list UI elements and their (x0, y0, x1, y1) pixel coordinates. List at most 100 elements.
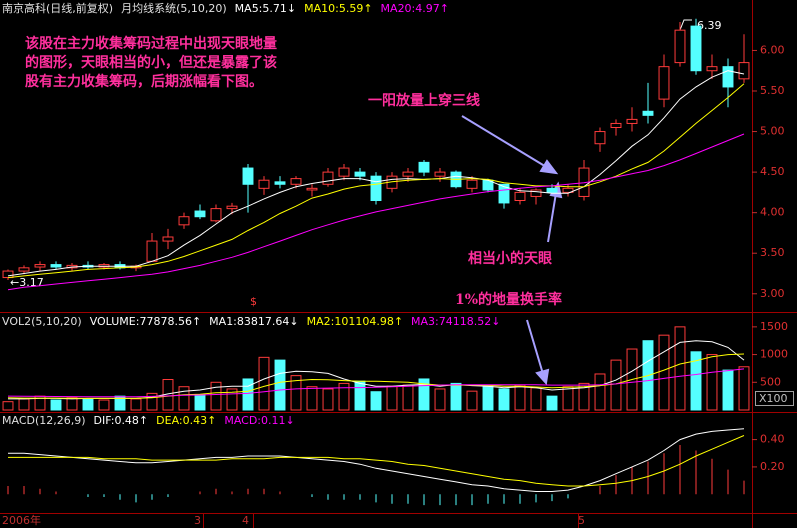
volume-bar (210, 381, 222, 411)
candle-body (2, 270, 14, 279)
line (7, 133, 745, 291)
candle-body (546, 187, 558, 193)
volume-bar (146, 392, 158, 411)
volume-bar (258, 356, 270, 411)
y-tick-label: 4.50 (760, 165, 785, 178)
candle-body (338, 167, 350, 177)
candle-body (562, 187, 574, 193)
unit-box (755, 391, 794, 406)
volume-bar (2, 401, 14, 411)
volume-bar (514, 384, 526, 411)
volume-bar (50, 399, 62, 411)
volume-bar (466, 390, 478, 411)
y-tick-label: 1000 (760, 348, 788, 361)
legend-entry: MA20:4.97↑ (381, 2, 449, 15)
candle-body (466, 179, 478, 189)
volume-bar (274, 359, 286, 411)
y-tick-label: 3.00 (760, 287, 785, 300)
legend-entry: MA2:101104.98↑ (307, 315, 403, 328)
note-line: 的图形，天眼相当的小，但还是暴露了该 (25, 54, 277, 71)
x-tick-label: 3 (194, 514, 201, 527)
legend-entry: VOL2(5,10,20) (2, 315, 82, 328)
y-tick-label: 0.40 (760, 433, 785, 446)
volume-bar (658, 334, 670, 411)
candle-body (34, 264, 46, 268)
candle-body (498, 183, 510, 204)
candle-body (258, 179, 270, 189)
marker: $ (250, 295, 257, 308)
legend-entry: MA5:5.71↓ (235, 2, 296, 15)
candle-body (642, 110, 654, 116)
volume-bar (130, 398, 142, 411)
volume-bar (450, 382, 462, 411)
line (7, 70, 745, 277)
volume-bar (370, 391, 382, 411)
candle-body (418, 161, 430, 173)
candle-body (610, 122, 622, 128)
candle-body (722, 66, 734, 88)
candle-body (514, 191, 526, 201)
volume-bar (194, 393, 206, 411)
y-tick-label: 6.00 (760, 43, 785, 56)
volume-bar (498, 388, 510, 411)
legend-entry: 月均线系统(5,10,20) (121, 1, 227, 15)
legend-entry: MA1:83817.64↓ (209, 315, 298, 328)
line (8, 428, 745, 492)
note-line: 股有主力收集筹码，后期涨幅看下图。 (25, 73, 263, 90)
volume-bar (594, 373, 606, 411)
volume-bar (178, 386, 190, 411)
volume-bar (434, 388, 446, 411)
volume-bar (338, 382, 350, 411)
volume-bar (690, 351, 702, 411)
volume-bar (738, 366, 750, 411)
legend-entry: DEA:0.43↑ (156, 414, 216, 427)
legend-entry: MACD(12,26,9) (2, 414, 86, 427)
line (7, 353, 745, 399)
volume-bar (322, 388, 334, 411)
volume-bar (354, 380, 366, 411)
volume-bar (226, 388, 238, 411)
candle-body (306, 187, 318, 191)
volume-bar (82, 398, 94, 411)
candle-body (322, 171, 334, 185)
x-tick-label: 2006年 (2, 513, 41, 527)
annotation: 相当小的天眼 (468, 250, 552, 267)
unit-label: X100 (759, 392, 788, 405)
y-tick-label: 3.50 (760, 246, 785, 259)
volume-bar (482, 385, 494, 411)
candle-body (706, 66, 718, 72)
volume-bar (242, 378, 254, 411)
candle-body (18, 267, 30, 272)
volume-bar (674, 326, 686, 411)
volume-bar (306, 386, 318, 411)
candle-body (530, 189, 542, 197)
candle-body (146, 240, 158, 262)
legend-entry: VOLUME:77878.56↑ (90, 315, 201, 328)
note-line: 该股在主力收集筹码过程中出现天眼地量 (25, 35, 277, 52)
x-tick-label: 4 (242, 514, 249, 527)
candle-body (354, 171, 366, 177)
volume-bar (114, 395, 126, 411)
candle-body (178, 216, 190, 226)
annotation: 一阳放量上穿三线 (368, 92, 480, 109)
volume-bar (18, 398, 30, 411)
candle-body (290, 178, 302, 185)
legend-entry: MACD:0.11↓ (224, 414, 294, 427)
candle-body (242, 167, 254, 185)
x-tick-label: 5 (578, 514, 585, 527)
high-label: 6.39 (697, 19, 722, 32)
high-pointer (679, 19, 692, 31)
legend-entry: MA3:74118.52↓ (411, 315, 500, 328)
y-tick-label: 500 (760, 375, 781, 388)
legend-entry: DIF:0.48↑ (94, 414, 149, 427)
legend-entry: MA10:5.59↑ (304, 2, 372, 15)
annotation: 1%的地量换手率 (455, 291, 562, 308)
candle-body (626, 118, 638, 124)
volume-bar (546, 395, 558, 411)
candle-body (402, 171, 414, 177)
candle-body (690, 25, 702, 72)
arrows (461, 115, 563, 386)
candle-body (274, 181, 286, 185)
volume-bar (402, 384, 414, 411)
candle-body (210, 208, 222, 222)
